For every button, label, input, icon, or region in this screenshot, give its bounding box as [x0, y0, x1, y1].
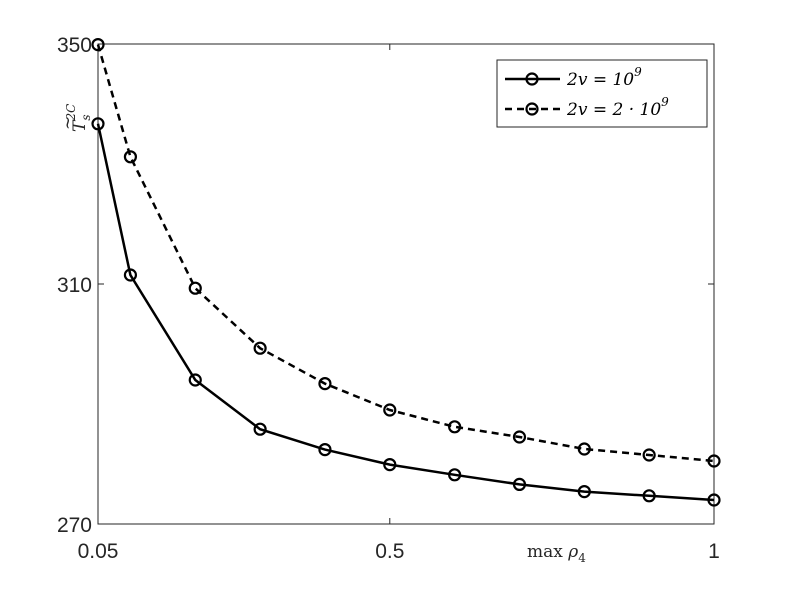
series-2-point-2: [188, 281, 202, 295]
legend-box: [496, 59, 708, 128]
series-1-point-8: [577, 485, 591, 499]
series-group: [91, 37, 721, 507]
series-2-point-3: [253, 341, 267, 355]
svg-text:2v = 109: 2v = 109: [566, 65, 642, 90]
y-tick-label-0: 270: [57, 514, 92, 537]
series-1-point-5: [383, 458, 397, 472]
series-2-point-0: [91, 37, 105, 52]
series-2-point-4: [318, 377, 332, 391]
x-axis-label: max ρ4: [527, 542, 586, 565]
x-tick-label-0: 0.05: [78, 540, 119, 563]
series-2-point-1: [123, 150, 138, 164]
legend: 2v = 109 2v = 2 · 109: [496, 59, 708, 128]
axis-ticks: 0.05 0.5 1 270 310 350: [57, 34, 720, 563]
series-1-point-2: [188, 373, 202, 387]
y-tick-label-1: 310: [57, 274, 92, 297]
legend-marker-1: [525, 72, 539, 86]
y-tick-label-2: 350: [57, 34, 92, 57]
legend-label-2: 2v = 2 · 10: [566, 100, 661, 120]
series-line-1: [96, 123, 715, 502]
series-1-point-10: [707, 493, 721, 507]
legend-label-2-exp: 9: [661, 95, 669, 109]
series-1-point-4: [318, 443, 332, 457]
svg-text:Ts2C: Ts2C: [64, 104, 93, 132]
x-tick-label-1: 0.5: [375, 540, 404, 563]
series-1-point-9: [642, 489, 656, 503]
y-axis-label-sub: s: [79, 114, 93, 120]
series-2-point-7: [512, 430, 527, 444]
legend-entry-2: 2v = 2 · 109: [505, 95, 669, 120]
series-2-point-8: [577, 442, 591, 456]
series-line-2: [96, 44, 715, 463]
legend-entry-1: 2v = 109: [505, 65, 642, 90]
series-2-point-5: [383, 403, 397, 417]
x-axis-label-sub: 4: [578, 551, 586, 565]
y-axis-label: Ts2C ~: [58, 104, 93, 132]
series-1-point-1: [123, 268, 138, 282]
series-2-point-10: [707, 454, 721, 468]
series-1-point-3: [253, 422, 267, 436]
y-axis-label-tilde: ~: [58, 116, 78, 130]
legend-label-1: 2v = 10: [566, 70, 634, 90]
legend-marker-2: [525, 102, 539, 116]
x-tick-label-2: 1: [708, 540, 720, 563]
series-1-point-6: [448, 468, 462, 482]
svg-text:2v = 2 · 109: 2v = 2 · 109: [566, 95, 669, 120]
y-axis-label-sup: 2C: [64, 104, 78, 122]
y-axis-label-base: T: [70, 119, 90, 132]
series-2-point-9: [642, 448, 656, 462]
legend-label-1-exp: 9: [634, 65, 642, 79]
series-1-point-0: [91, 117, 105, 131]
series-2-point-6: [448, 420, 462, 434]
series-1-point-7: [512, 477, 527, 491]
x-axis-label-symbol: ρ: [567, 542, 578, 562]
